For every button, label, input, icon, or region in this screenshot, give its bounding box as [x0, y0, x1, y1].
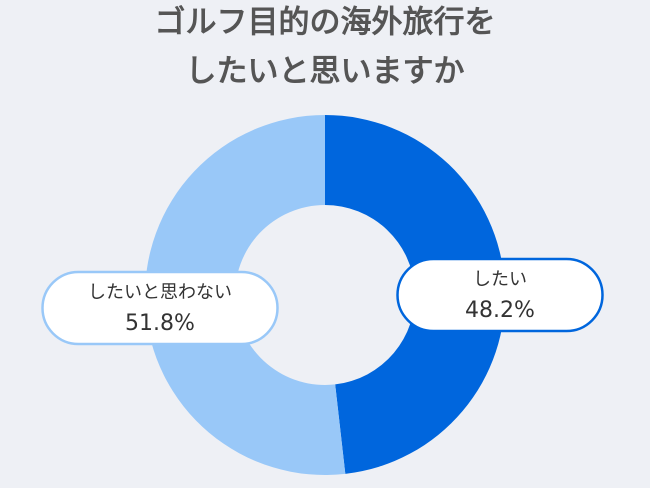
slice-name: したいと思わない [88, 282, 232, 303]
chart-title: したいと思いますか [186, 54, 465, 90]
value-label: 51.8% [125, 311, 195, 336]
value-label: 48.2% [465, 298, 535, 323]
label-box [41, 270, 279, 346]
label-box [396, 257, 604, 333]
slice-name: したい [473, 269, 527, 290]
donut-slice [145, 115, 346, 475]
chart-title: ゴルフ目的の海外旅行を [155, 5, 496, 41]
